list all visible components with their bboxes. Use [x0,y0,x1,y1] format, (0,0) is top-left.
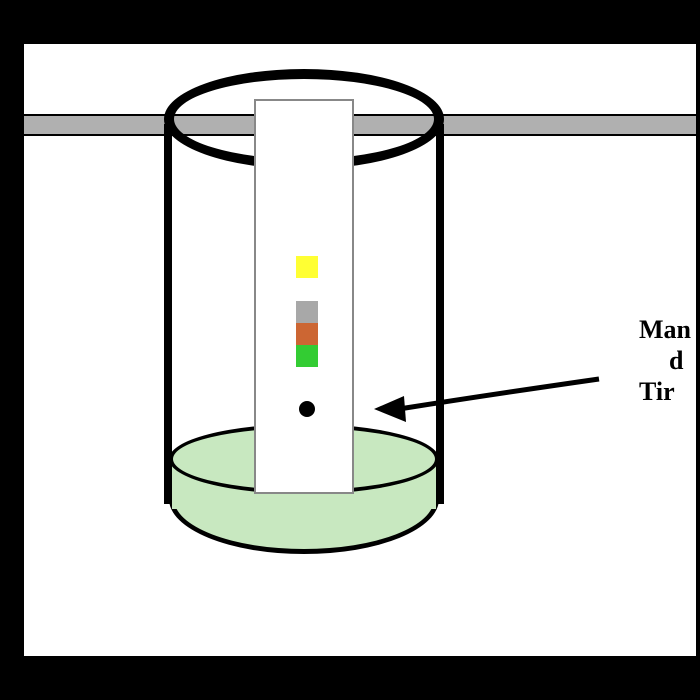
band-orange [296,323,318,345]
chromatography-paper [254,99,354,494]
spot-label: Man d Tir [639,314,691,408]
label-line-2: d [639,345,691,376]
diagram-frame: Man d Tir [20,40,700,660]
beaker-wall-right [436,124,444,504]
arrow-icon [374,374,604,424]
label-line-1: Man [639,314,691,345]
ink-spot [299,401,315,417]
band-gray [296,301,318,323]
band-green [296,345,318,367]
beaker-wall-left [164,124,172,504]
band-yellow [296,256,318,278]
label-line-3: Tir [639,376,691,407]
